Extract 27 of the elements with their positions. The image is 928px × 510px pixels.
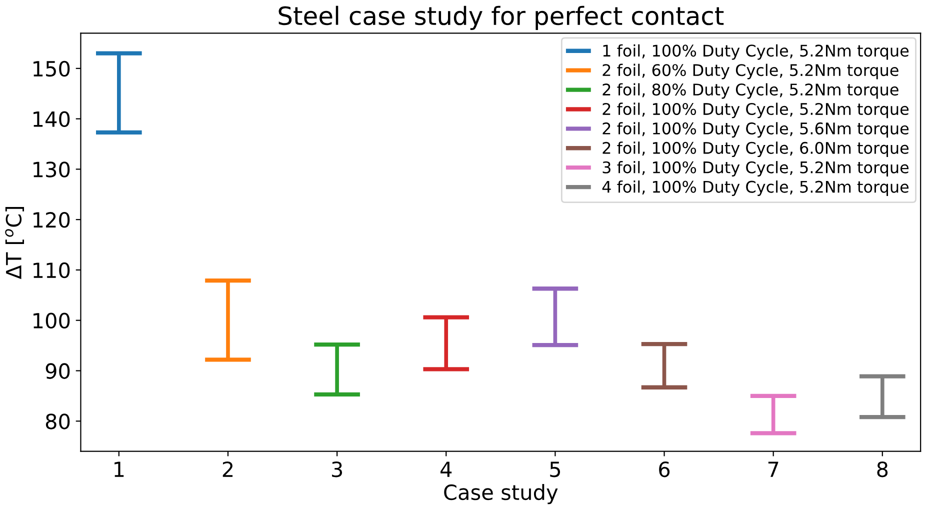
y-tick-label: 120 [34,212,70,228]
legend-label: 2 foil, 100% Duty Cycle, 6.0Nm torque [602,142,909,158]
y-axis-title: ΔT [$^{o}$C] [5,207,24,280]
y-tick-label: 80 [46,414,70,430]
x-tick-label: 7 [768,462,778,477]
x-axis-title: Case study [444,484,558,504]
legend-label: 2 foil, 100% Duty Cycle, 5.2Nm torque [602,102,909,118]
y-tick-label: 100 [34,312,70,329]
legend-label: 3 foil, 100% Duty Cycle, 5.2Nm torque [602,161,909,176]
chart-title: Steel case study for perfect contact [278,6,724,30]
legend-label: 2 foil, 80% Duty Cycle, 5.2Nm torque [602,83,898,99]
x-tick-label: 6 [659,461,670,478]
legend-label: 2 foil, 100% Duty Cycle, 5.6Nm torque [602,122,909,138]
x-tick-label: 4 [440,462,452,477]
x-tick-label: 8 [877,461,888,478]
y-tick-label: 140 [34,111,70,128]
y-tick-label: 150 [34,60,70,77]
x-tick-label: 3 [332,461,342,478]
legend-label: 4 foil, 100% Duty Cycle, 5.2Nm torque [602,180,909,196]
y-tick-label: 110 [34,262,70,278]
legend-label: 1 foil, 100% Duty Cycle, 5.2Nm torque [603,44,909,60]
x-tick-label: 2 [222,461,233,477]
y-tick-label: 90 [46,363,70,379]
y-tick-label: 130 [34,162,70,178]
x-tick-label: 5 [550,462,560,478]
x-tick-label: 1 [114,462,124,477]
legend-label: 2 foil, 60% Duty Cycle, 5.2Nm torque [602,64,898,80]
